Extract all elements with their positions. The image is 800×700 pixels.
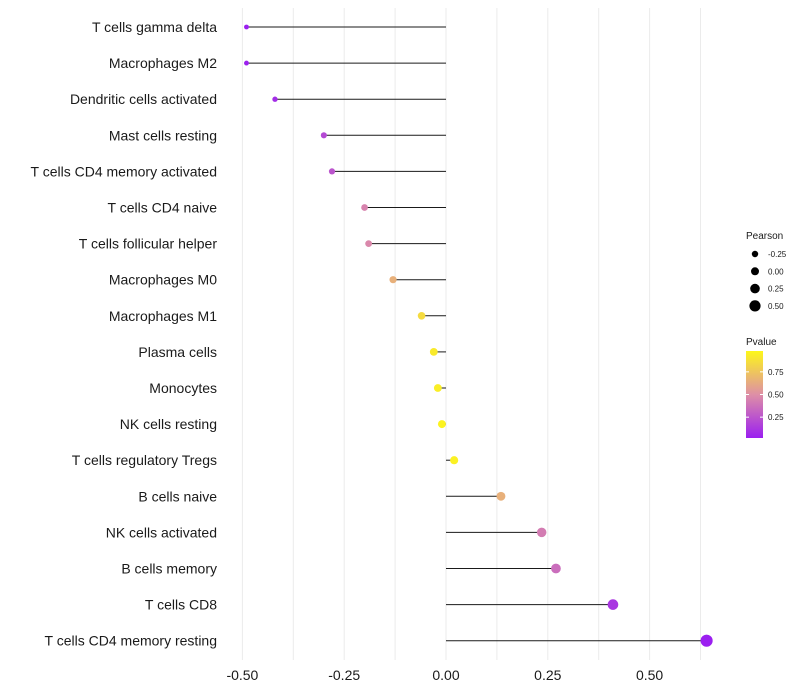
y-axis-label: T cells follicular helper (79, 236, 218, 252)
lollipop-point (450, 456, 459, 465)
legend-pvalue-title: Pvalue (746, 337, 777, 348)
lollipop-point (437, 420, 446, 429)
lollipop-point (365, 240, 373, 247)
y-axis-label: Macrophages M0 (109, 272, 217, 288)
lollipop-point (361, 204, 368, 211)
y-axis-label: Plasma cells (138, 344, 217, 360)
y-axis-label: T cells CD4 memory resting (45, 633, 217, 649)
legend-size-key (751, 267, 759, 276)
legend-size-key (751, 250, 759, 258)
legend-color-label: 0.75 (768, 368, 784, 377)
legend-size-key (750, 283, 760, 294)
lollipop-point (389, 276, 397, 284)
lollipop-point (417, 311, 426, 320)
lollipop-points (244, 24, 713, 647)
y-axis-label: NK cells activated (106, 524, 217, 540)
legend-size-label: 0.50 (768, 302, 784, 311)
legend-colorbar (746, 351, 763, 438)
grid-lines (241, 8, 701, 660)
y-axis-label: Mast cells resting (109, 127, 217, 143)
lollipop-point (244, 60, 249, 66)
y-axis-label: T cells gamma delta (92, 19, 217, 35)
y-axis-label: Macrophages M2 (109, 55, 217, 71)
lollipop-point (700, 634, 713, 647)
legend-size-label: -0.25 (768, 250, 787, 259)
lollipop-point (429, 347, 438, 356)
y-axis-label: T cells regulatory Tregs (72, 452, 217, 468)
y-axis-labels: T cells gamma delta Macrophages M2 Dendrit… (31, 19, 218, 649)
y-axis-label: T cells CD8 (145, 597, 217, 613)
lollipop-point (496, 491, 506, 501)
legend-pearson: Pearson -0.25 0.00 0.25 0.50 (746, 231, 787, 312)
x-tick-label: -0.50 (226, 667, 258, 683)
lollipop-point (328, 168, 336, 175)
legend-size-label: 0.00 (768, 267, 784, 276)
legend-pearson-title: Pearson (746, 231, 783, 242)
legend-color-label: 0.25 (768, 413, 784, 422)
y-axis-label: B cells naive (138, 488, 217, 504)
legend-size-label: 0.25 (768, 285, 784, 294)
lollipop-point (244, 24, 249, 30)
x-tick-label: 0.50 (636, 667, 663, 683)
lollipop-point (536, 527, 547, 538)
x-tick-label: 0.25 (534, 667, 561, 683)
lollipop-point (272, 96, 278, 102)
x-axis-tick-labels: -0.50 -0.25 0.00 0.25 0.50 (226, 667, 663, 683)
x-tick-label: 0.00 (432, 667, 459, 683)
y-axis-label: B cells memory (121, 561, 217, 577)
legend-pvalue: Pvalue 0.25 0.50 0.75 (746, 337, 784, 438)
legend-color-label: 0.50 (768, 391, 784, 400)
y-axis-label: Monocytes (149, 380, 217, 396)
x-tick-label: -0.25 (328, 667, 360, 683)
lollipop-point (433, 384, 442, 392)
legend-size-key (749, 300, 761, 312)
lollipop-stems (246, 26, 707, 642)
lollipop-point (551, 563, 561, 574)
lollipop-point (320, 132, 327, 139)
y-axis-label: Dendritic cells activated (70, 91, 217, 107)
y-axis-label: T cells CD4 naive (108, 200, 218, 216)
y-axis-label: NK cells resting (120, 416, 217, 432)
y-axis-label: T cells CD4 memory activated (31, 163, 217, 179)
y-axis-label: Macrophages M1 (109, 308, 217, 324)
lollipop-point (607, 599, 619, 610)
